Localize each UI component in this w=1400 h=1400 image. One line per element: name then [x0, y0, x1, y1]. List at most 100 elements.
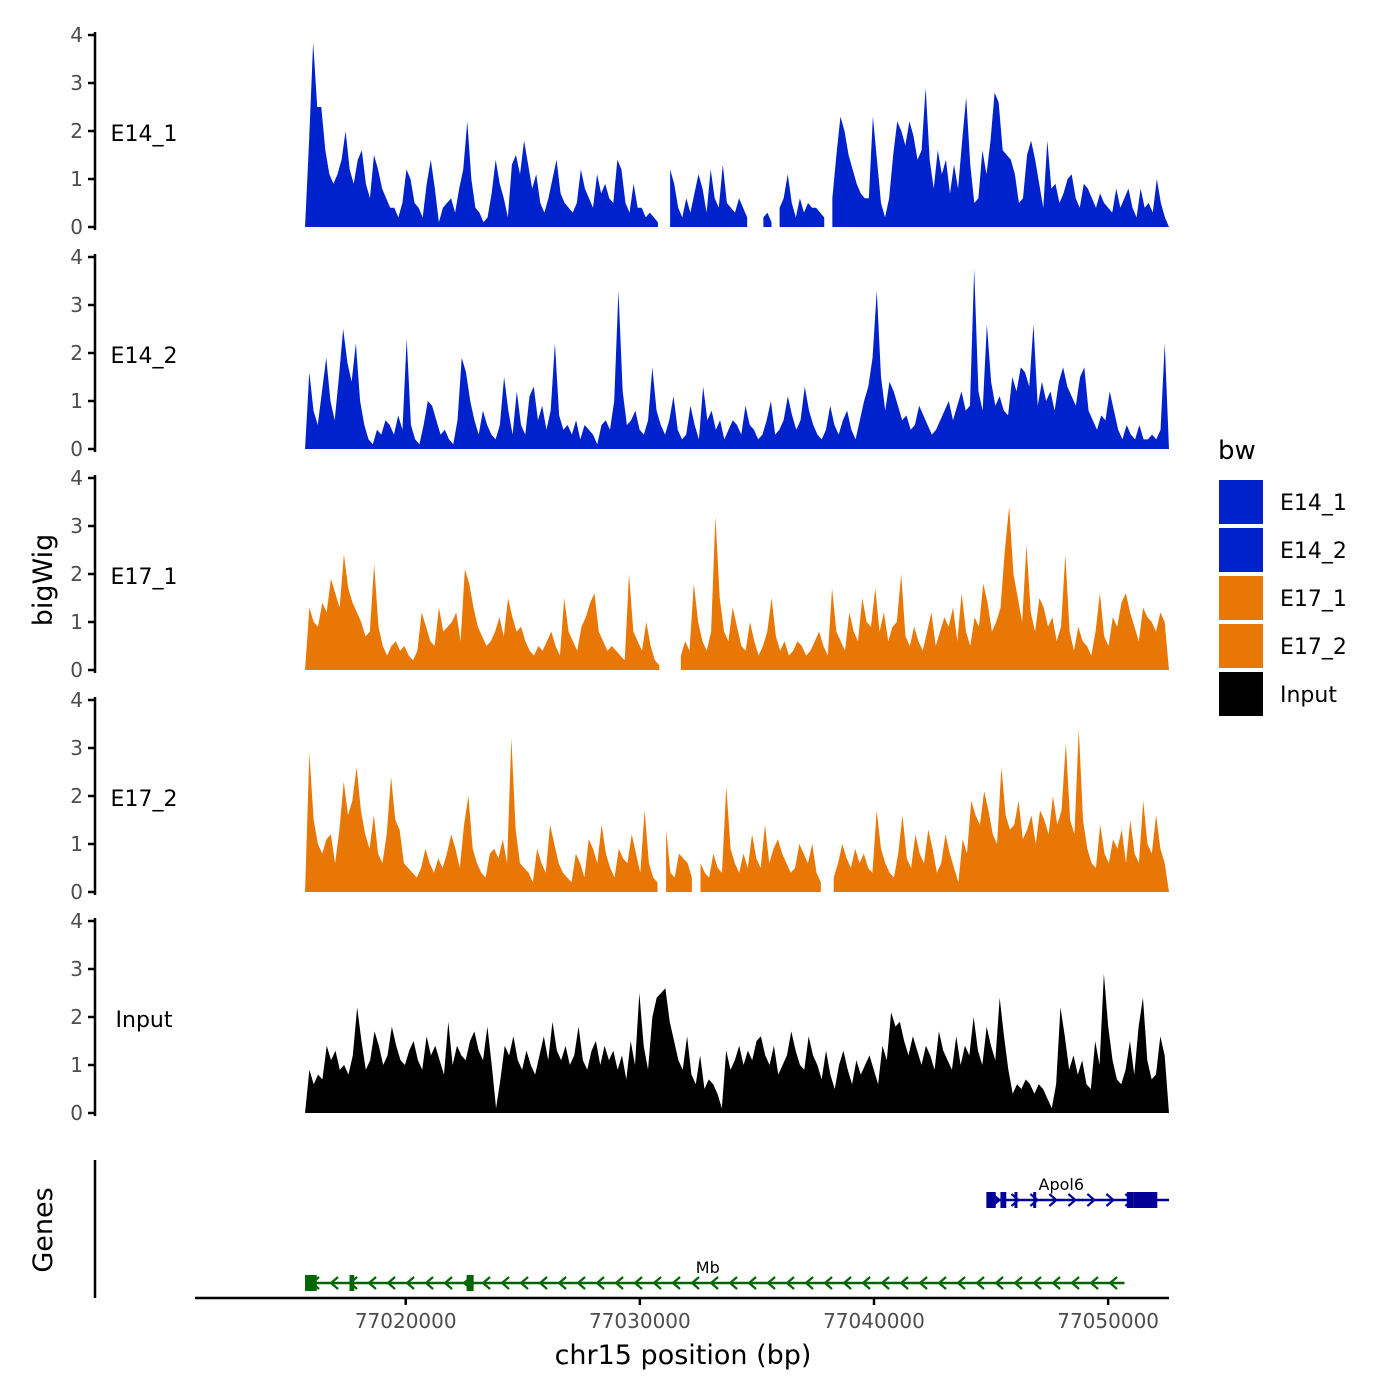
x-tick-label: 77030000 — [589, 1309, 691, 1333]
strand-arrow — [1051, 1276, 1061, 1290]
y-tick-label: 0 — [70, 658, 83, 682]
strand-arrow — [1067, 1193, 1078, 1207]
y-tick-label: 4 — [70, 909, 83, 933]
strand-arrow — [804, 1276, 814, 1290]
legend-label: E17_1 — [1280, 587, 1347, 612]
y-tick-label: 2 — [70, 341, 83, 365]
x-axis-title: chr15 position (bp) — [555, 1340, 812, 1371]
y-tick-label: 3 — [70, 957, 83, 981]
exon — [1000, 1192, 1007, 1208]
track-label: E17_1 — [111, 565, 178, 590]
y-tick-label: 3 — [70, 71, 83, 95]
strand-arrow — [1013, 1276, 1023, 1290]
strand-arrow — [538, 1276, 548, 1290]
strand-arrow — [937, 1276, 947, 1290]
strand-arrow — [386, 1276, 396, 1290]
strand-arrow — [842, 1276, 852, 1290]
area-segment — [670, 164, 748, 227]
y-tick-label: 3 — [70, 293, 83, 317]
strand-arrow — [994, 1276, 1004, 1290]
strand-arrow — [671, 1276, 681, 1290]
area-segment — [305, 738, 658, 892]
strand-arrow — [405, 1276, 415, 1290]
y-tick-label: 2 — [70, 784, 83, 808]
strand-arrow — [861, 1276, 871, 1290]
y-tick-label: 0 — [70, 437, 83, 461]
strand-arrow — [424, 1276, 434, 1290]
strand-arrow — [1105, 1193, 1116, 1207]
area-segment — [305, 42, 658, 228]
legend-swatch — [1219, 480, 1263, 524]
y-tick-label: 4 — [70, 688, 83, 712]
area-segment — [305, 269, 1169, 449]
y-tick-label: 2 — [70, 119, 83, 143]
x-tick-label: 77050000 — [1057, 1309, 1159, 1333]
legend-entry-e17-1: E17_1 — [1219, 576, 1347, 620]
track-label: E14_1 — [111, 122, 178, 147]
track-e17-1: 0 1 2 3 4 E17_1 — [70, 466, 1169, 682]
area-segment — [763, 212, 772, 227]
track-e17-2: 0 1 2 3 4 E17_2 — [70, 688, 1169, 904]
y-tick-label: 1 — [70, 1053, 83, 1077]
gene-label: Apol6 — [1039, 1175, 1085, 1194]
strand-arrow — [728, 1276, 738, 1290]
strand-arrow — [329, 1276, 339, 1290]
area-segment — [305, 973, 1169, 1113]
exon — [1133, 1192, 1158, 1208]
strand-arrow — [576, 1276, 586, 1290]
strand-arrow — [614, 1276, 624, 1290]
track-e14-2: 0 1 2 3 4 E14_2 — [70, 245, 1169, 461]
strand-arrow — [1089, 1276, 1099, 1290]
y-axis-title: bigWig — [28, 534, 59, 627]
legend-title: bw — [1218, 436, 1256, 466]
strand-arrow — [519, 1276, 529, 1290]
y-tick-label: 3 — [70, 736, 83, 760]
legend: bw E14_1 E14_2 E17_1 E17_2 Input — [1218, 436, 1347, 716]
track-e14-1: 0 1 2 3 4 E14_1 — [70, 23, 1169, 239]
strand-arrow — [1070, 1276, 1080, 1290]
area-segment — [666, 829, 692, 892]
strand-arrow — [500, 1276, 510, 1290]
exon — [349, 1275, 355, 1291]
y-tick-label: 3 — [70, 514, 83, 538]
strand-arrow — [766, 1276, 776, 1290]
strand-arrow — [690, 1276, 700, 1290]
strand-arrow — [880, 1276, 890, 1290]
strand-arrow — [899, 1276, 909, 1290]
genes-axis-title: Genes — [28, 1187, 59, 1272]
track-label: E17_2 — [111, 787, 178, 812]
legend-entry-e17-2: E17_2 — [1219, 624, 1347, 668]
y-tick-label: 4 — [70, 466, 83, 490]
strand-arrow — [367, 1276, 377, 1290]
gene-mb: Mb — [305, 1258, 1125, 1291]
strand-arrow — [1029, 1193, 1040, 1207]
exon — [986, 1192, 996, 1208]
legend-swatch — [1219, 672, 1263, 716]
genes-layer: Apol6 Mb — [93, 1160, 1169, 1298]
strand-arrow — [595, 1276, 605, 1290]
y-tick-label: 0 — [70, 215, 83, 239]
y-tick-label: 4 — [70, 23, 83, 47]
y-tick-label: 4 — [70, 245, 83, 269]
legend-entry-e14-1: E14_1 — [1219, 480, 1347, 524]
gene-label: Mb — [696, 1258, 720, 1277]
legend-entry-input: Input — [1219, 672, 1337, 716]
strand-arrow — [1086, 1193, 1097, 1207]
strand-arrow — [823, 1276, 833, 1290]
exon — [466, 1275, 474, 1291]
track-input: 0 1 2 3 4 Input — [70, 909, 1169, 1125]
y-tick-label: 0 — [70, 1101, 83, 1125]
strand-arrow — [443, 1276, 453, 1290]
y-tick-label: 1 — [70, 832, 83, 856]
legend-label: E14_1 — [1280, 491, 1347, 516]
track-label: Input — [116, 1008, 173, 1033]
exon — [1126, 1192, 1134, 1208]
x-axis: 77020000 77030000 77040000 77050000 — [195, 1296, 1169, 1333]
legend-entry-e14-2: E14_2 — [1219, 528, 1347, 572]
area-segment — [305, 554, 660, 670]
strand-arrow — [785, 1276, 795, 1290]
y-tick-label: 1 — [70, 167, 83, 191]
area-segment — [700, 786, 821, 892]
